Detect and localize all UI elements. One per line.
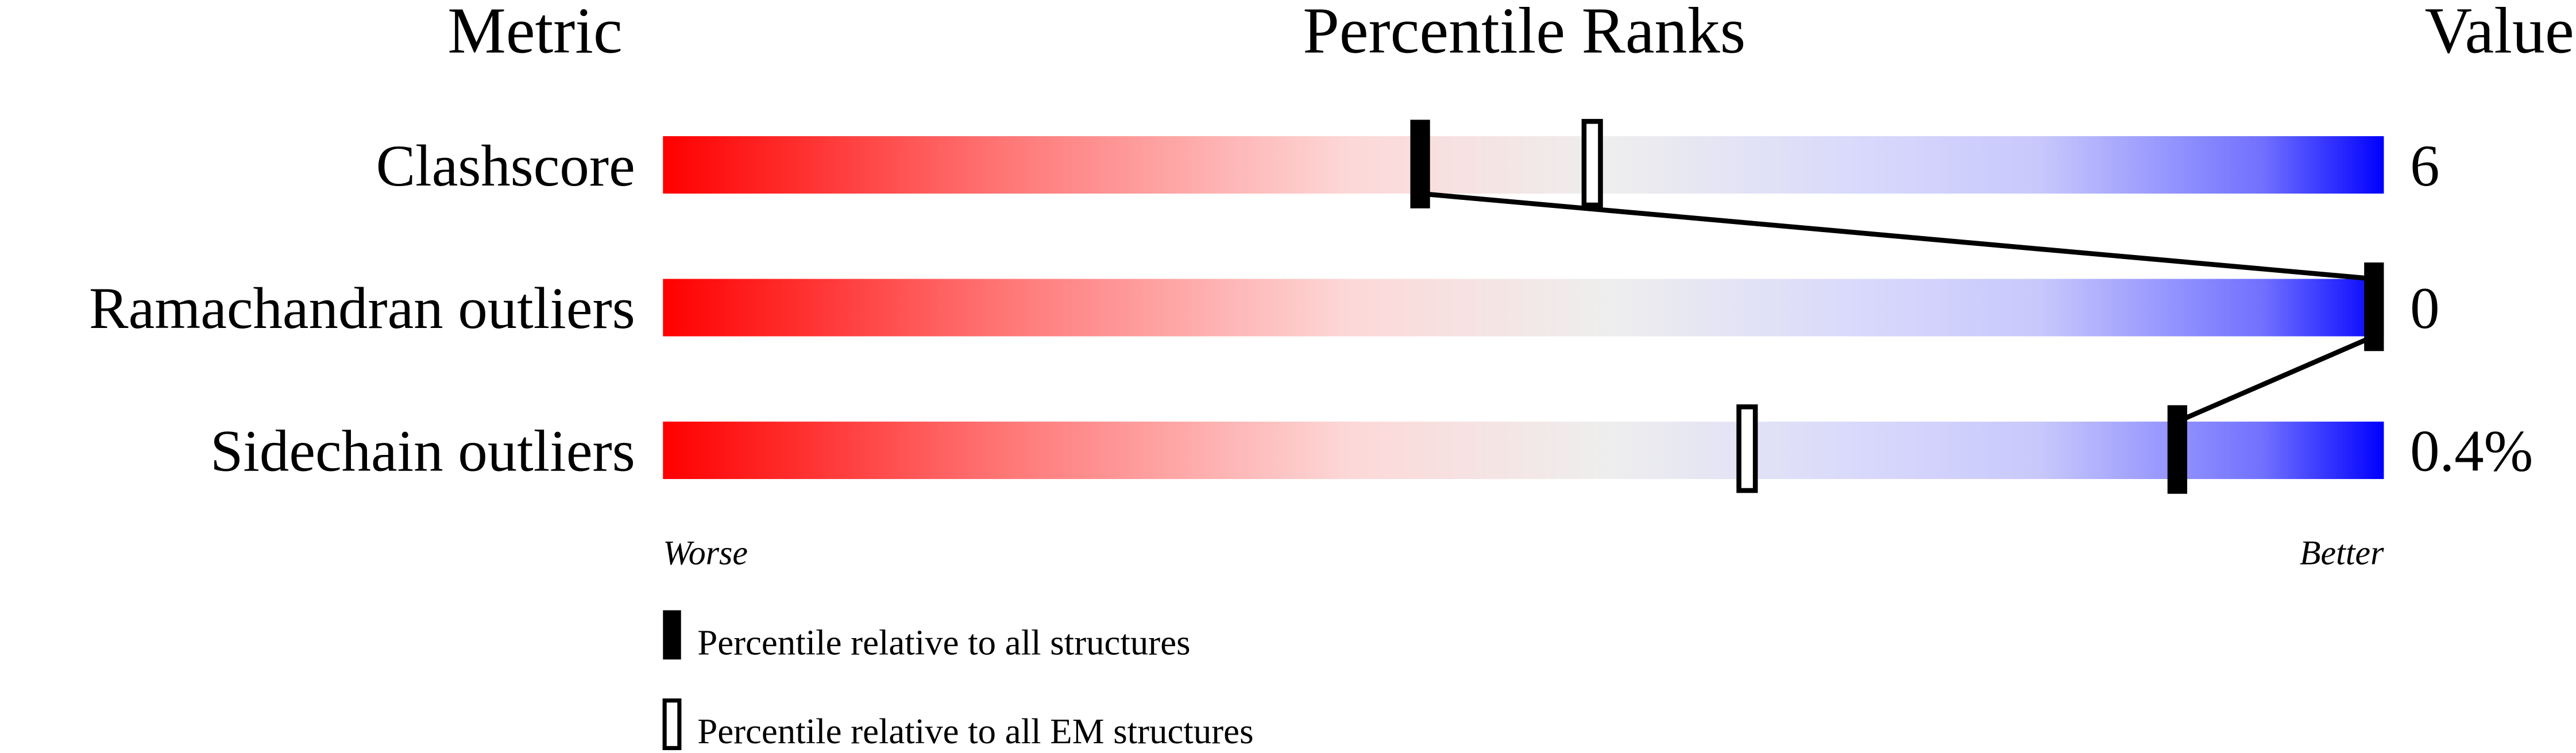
legend-label-all: Percentile relative to all structures xyxy=(697,623,1190,663)
connector-line xyxy=(1420,191,2374,281)
legend-filled-marker xyxy=(663,610,681,660)
metric-label: Sidechain outliers xyxy=(210,419,635,484)
connector-line xyxy=(2176,334,2376,424)
percentile-bar xyxy=(663,279,2384,337)
axis-label-better: Better xyxy=(2300,534,2384,572)
marker-em xyxy=(1581,119,1603,208)
marker-all xyxy=(2364,262,2384,352)
legend-open-marker xyxy=(662,698,682,751)
header-value: Value xyxy=(2425,0,2574,67)
header-percentile-ranks: Percentile Ranks xyxy=(1303,0,1745,67)
metric-value: 0.4% xyxy=(2410,419,2533,484)
marker-em xyxy=(1736,404,1758,493)
marker-all xyxy=(1410,119,1430,208)
metric-label: Clashscore xyxy=(376,133,635,199)
metric-value: 0 xyxy=(2410,276,2439,341)
axis-label-worse: Worse xyxy=(663,534,748,572)
marker-all xyxy=(2167,405,2188,494)
metric-label: Ramachandran outliers xyxy=(89,276,635,341)
header-metric: Metric xyxy=(447,0,622,67)
percentile-bar xyxy=(663,136,2384,194)
metric-value: 6 xyxy=(2410,133,2439,199)
percentile-bar xyxy=(663,422,2384,480)
legend-label-em: Percentile relative to all EM structures xyxy=(697,711,1253,751)
